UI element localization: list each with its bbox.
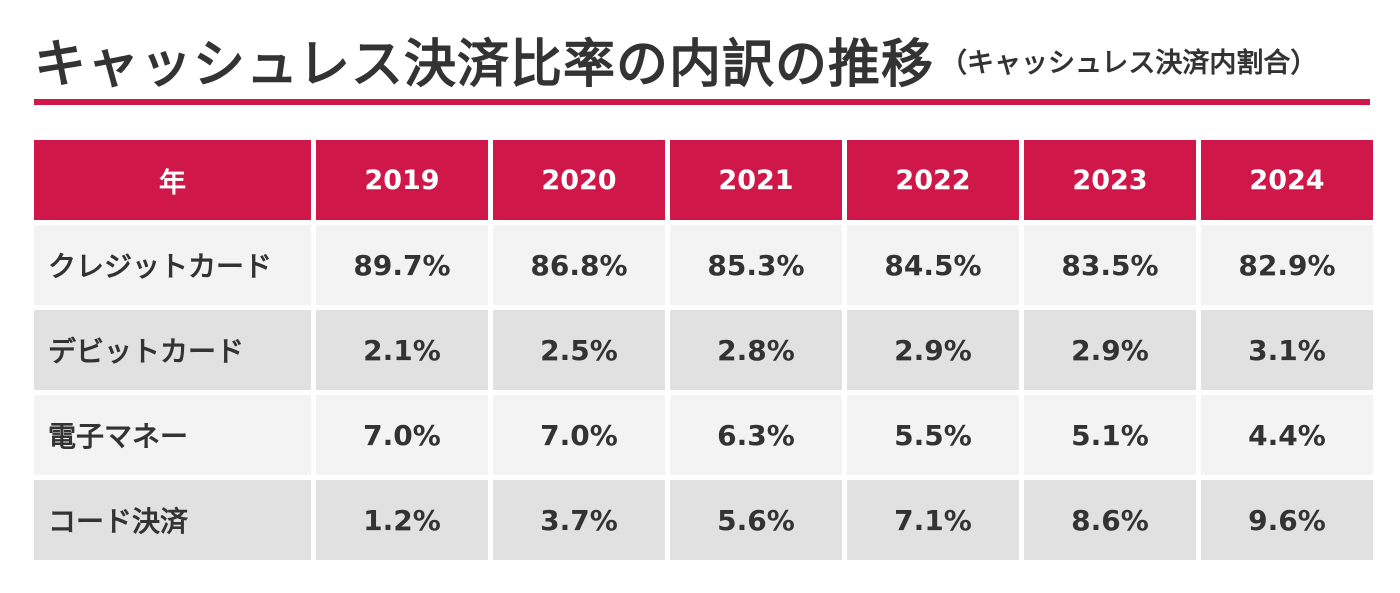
header-cell-2021: 2021	[670, 140, 842, 220]
table-cell: 3.1%	[1201, 310, 1373, 390]
table-cell: 1.2%	[316, 480, 488, 560]
table-cell: 4.4%	[1201, 395, 1373, 475]
table-cell: 2.5%	[493, 310, 665, 390]
table-cell: 85.3%	[670, 225, 842, 305]
page-title: キャッシュレス決済比率の内訳の推移	[34, 35, 934, 95]
table-cell: 6.3%	[670, 395, 842, 475]
table-row-credit-card: クレジットカード 89.7% 86.8% 85.3% 84.5% 83.5% 8…	[34, 225, 1373, 305]
table-cell: 9.6%	[1201, 480, 1373, 560]
table-cell: 5.6%	[670, 480, 842, 560]
row-label: デビットカード	[34, 310, 311, 390]
table-cell: 2.1%	[316, 310, 488, 390]
table-cell: 7.0%	[316, 395, 488, 475]
table-row-code-payment: コード決済 1.2% 3.7% 5.6% 7.1% 8.6% 9.6%	[34, 480, 1373, 560]
page-title-block: キャッシュレス決済比率の内訳の推移 （キャッシュレス決済内割合）	[34, 22, 1370, 102]
table-cell: 86.8%	[493, 225, 665, 305]
data-table: 年 2019 2020 2021 2022 2023 2024 クレジットカード…	[34, 140, 1373, 565]
header-cell-2020: 2020	[493, 140, 665, 220]
header-cell-year-label: 年	[34, 140, 311, 220]
header-cell-2024: 2024	[1201, 140, 1373, 220]
table-cell: 7.0%	[493, 395, 665, 475]
table-row-debit-card: デビットカード 2.1% 2.5% 2.8% 2.9% 2.9% 3.1%	[34, 310, 1373, 390]
table-cell: 7.1%	[847, 480, 1019, 560]
table-cell: 2.9%	[1024, 310, 1196, 390]
table-row-e-money: 電子マネー 7.0% 7.0% 6.3% 5.5% 5.1% 4.4%	[34, 395, 1373, 475]
table-cell: 5.1%	[1024, 395, 1196, 475]
header-cell-2023: 2023	[1024, 140, 1196, 220]
table-cell: 2.9%	[847, 310, 1019, 390]
table-cell: 84.5%	[847, 225, 1019, 305]
table-cell: 8.6%	[1024, 480, 1196, 560]
page-subtitle: （キャッシュレス決済内割合）	[939, 48, 1318, 79]
table-cell: 2.8%	[670, 310, 842, 390]
table-cell: 89.7%	[316, 225, 488, 305]
header-cell-2022: 2022	[847, 140, 1019, 220]
row-label: クレジットカード	[34, 225, 311, 305]
table-header-row: 年 2019 2020 2021 2022 2023 2024	[34, 140, 1373, 220]
title-underline	[34, 99, 1370, 105]
row-label: 電子マネー	[34, 395, 311, 475]
table-cell: 82.9%	[1201, 225, 1373, 305]
table-cell: 83.5%	[1024, 225, 1196, 305]
table-cell: 5.5%	[847, 395, 1019, 475]
header-cell-2019: 2019	[316, 140, 488, 220]
row-label: コード決済	[34, 480, 311, 560]
table-cell: 3.7%	[493, 480, 665, 560]
